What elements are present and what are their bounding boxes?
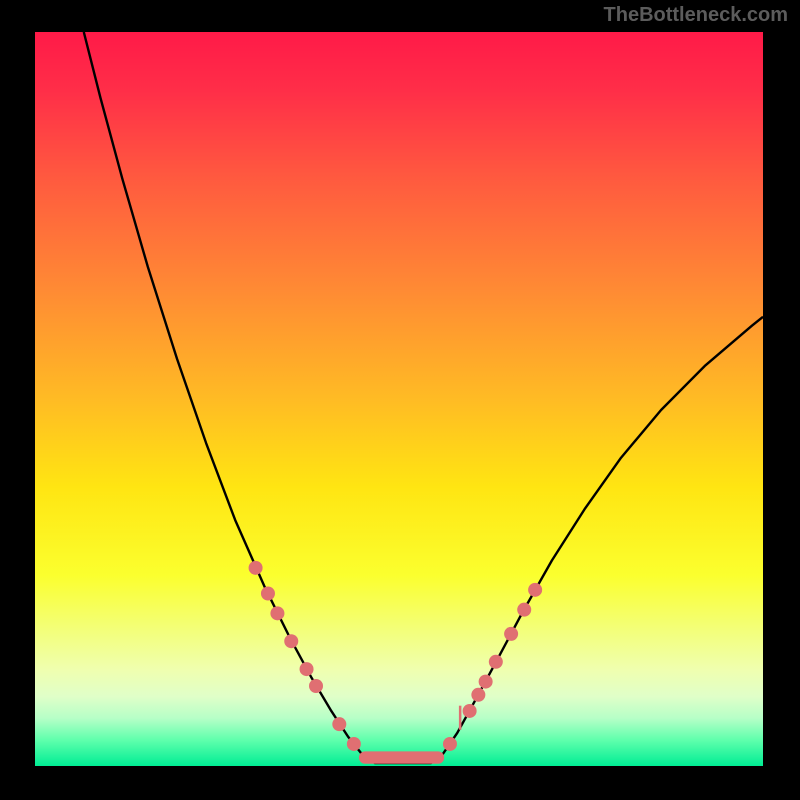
- data-dot: [300, 662, 314, 676]
- data-dot: [504, 627, 518, 641]
- plot-area: [35, 32, 763, 766]
- data-dot: [479, 675, 493, 689]
- data-dot: [332, 717, 346, 731]
- data-dot: [347, 737, 361, 751]
- data-dot: [284, 634, 298, 648]
- chart-canvas: TheBottleneck.com: [0, 0, 800, 800]
- data-dot: [471, 688, 485, 702]
- watermark-text: TheBottleneck.com: [604, 4, 788, 27]
- data-dot: [261, 587, 275, 601]
- data-dot: [309, 679, 323, 693]
- data-dot: [249, 561, 263, 575]
- data-dot: [517, 603, 531, 617]
- plot-svg: [35, 32, 763, 766]
- data-dot: [463, 704, 477, 718]
- data-dot: [270, 606, 284, 620]
- data-dot: [489, 655, 503, 669]
- data-dot: [528, 583, 542, 597]
- data-dot: [443, 737, 457, 751]
- bottom-flat-bar: [359, 751, 444, 763]
- gradient-background: [35, 32, 763, 766]
